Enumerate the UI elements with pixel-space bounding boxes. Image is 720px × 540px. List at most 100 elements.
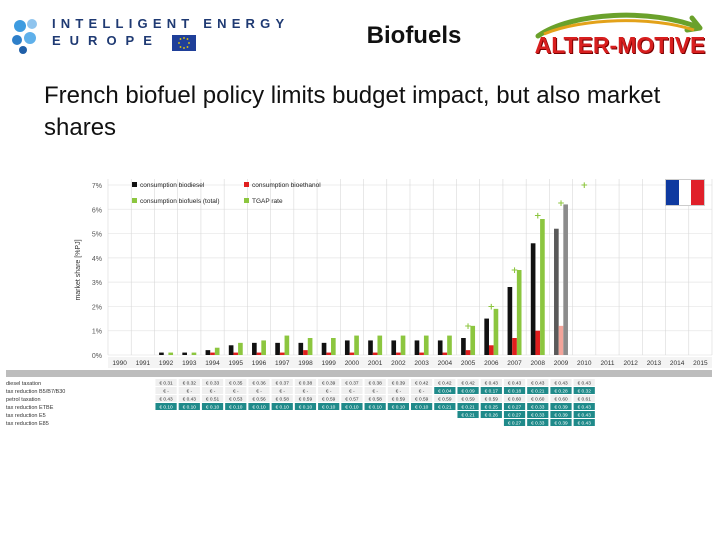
table-cell (457, 411, 479, 418)
bar-biofuels-total (377, 335, 383, 355)
table-cell-value: € 0.43 (159, 397, 173, 403)
table-cell-value: € 0.10 (299, 405, 313, 411)
table-row-label: tax reduction B5/B7/B30 (6, 389, 65, 395)
table-cell-value: € - (396, 389, 402, 395)
bar-biofuels-total (238, 342, 243, 355)
x-tick-label: 2005 (461, 360, 476, 367)
table-cell (248, 379, 270, 386)
table-cell (271, 403, 293, 410)
table-cell-value: € 0.43 (485, 381, 499, 387)
x-tick-label: 2006 (484, 360, 499, 367)
table-cell (480, 395, 502, 402)
table-cell-value: € 0.51 (206, 397, 220, 403)
table-cell-value: € 0.60 (531, 397, 545, 403)
bar-bioethanol (233, 352, 239, 355)
table-cell (318, 379, 340, 386)
bar-bioethanol (210, 352, 215, 355)
table-cell (527, 395, 549, 402)
table-cell-value: € - (187, 389, 193, 395)
table-cell (178, 403, 200, 410)
table-cell (318, 395, 340, 402)
x-tick-label: 1991 (136, 360, 151, 367)
bar-bioethanol (349, 352, 355, 355)
bar-biodiesel (228, 345, 234, 355)
table-row-label: tax reduction ETBE (6, 405, 54, 411)
table-cell-value: € - (233, 389, 239, 395)
bar-biodiesel (275, 342, 280, 355)
table-cell (201, 403, 224, 410)
table-cell-value: € 0.59 (461, 397, 475, 403)
x-tick-label: 2007 (507, 360, 522, 367)
swoosh-arrow-icon (535, 12, 703, 39)
table-cell-value: € 0.21 (531, 389, 545, 395)
bar-biofuels-total (214, 347, 220, 355)
table-cell (457, 403, 479, 410)
table-cell-value: € 0.10 (368, 405, 382, 411)
legend-bioethanol: consumption bioethanol (252, 182, 321, 189)
table-cell (341, 379, 363, 386)
year-band (108, 357, 712, 368)
table-cell-value: € 0.10 (159, 405, 173, 411)
table-cell-value: € 0.09 (461, 389, 475, 395)
table-cell-value: € 0.28 (554, 389, 568, 395)
bar-biofuels-total (540, 219, 545, 355)
table-cell-value: € 0.59 (438, 397, 452, 403)
table-cell-value: € 0.42 (461, 381, 475, 387)
table-cell (341, 387, 363, 394)
table-cell (155, 379, 177, 386)
table-cell-value: € 0.60 (508, 397, 522, 403)
bar-biodiesel (344, 340, 350, 355)
alter-motive-logo: ALTER-MOTIVE (532, 10, 708, 62)
table-cell-value: € 0.39 (554, 413, 568, 419)
table-cell (503, 411, 526, 418)
bar-biodiesel (368, 340, 373, 355)
table-cell-value: € 0.59 (415, 397, 429, 403)
bar-biodiesel (182, 352, 187, 355)
table-cell-value: € 0.43 (554, 381, 568, 387)
x-tick-label: 1995 (229, 360, 244, 367)
bar-bioethanol (535, 330, 541, 355)
table-cell-value: € - (419, 389, 425, 395)
table-cell (318, 387, 340, 394)
legend-tgap-swatch (244, 198, 249, 203)
table-cell (573, 387, 595, 394)
table-cell (201, 395, 224, 402)
table-cell (503, 403, 526, 410)
table-cell (573, 395, 595, 402)
table-cell (178, 395, 200, 402)
table-cell (480, 379, 502, 386)
table-cell-value: € 0.58 (368, 397, 382, 403)
table-row-label: petrol taxation (6, 397, 41, 403)
bar-biofuels-total (261, 340, 266, 355)
y-tick-label: 4% (92, 256, 102, 263)
table-cell-value: € 0.43 (578, 421, 592, 427)
table-cell (550, 403, 572, 410)
slide-headline: French biofuel policy limits budget impa… (44, 82, 661, 141)
table-cell-value: € 0.60 (554, 397, 568, 403)
table-cell-value: € 0.37 (276, 381, 290, 387)
bar-biodiesel (205, 350, 211, 355)
table-cell-value: € 0.39 (554, 405, 568, 411)
bar-bioethanol (419, 352, 424, 355)
table-cell-value: € 0.39 (392, 381, 406, 387)
table-cell (503, 419, 526, 426)
table-cell (527, 403, 549, 410)
y-tick-label: 5% (92, 232, 102, 239)
table-cell-value: € 0.10 (276, 405, 290, 411)
table-cell-value: € 0.10 (229, 405, 243, 411)
bar-biofuels-total (516, 270, 522, 355)
table-cell (573, 419, 595, 426)
bar-bioethanol (279, 352, 285, 355)
table-cell (341, 403, 363, 410)
table-cell-value: € 0.43 (508, 381, 522, 387)
x-tick-label: 1998 (298, 360, 313, 367)
table-cell-value: € 0.27 (508, 413, 522, 419)
bar-biofuels-total (307, 338, 313, 355)
table-cell (387, 387, 409, 394)
table-cell (364, 403, 386, 410)
bar-bioethanol (256, 352, 262, 355)
table-cell (434, 395, 456, 402)
tgap-point: + (557, 199, 565, 209)
bar-biodiesel (159, 352, 164, 355)
table-cell-value: € 0.35 (229, 381, 243, 387)
